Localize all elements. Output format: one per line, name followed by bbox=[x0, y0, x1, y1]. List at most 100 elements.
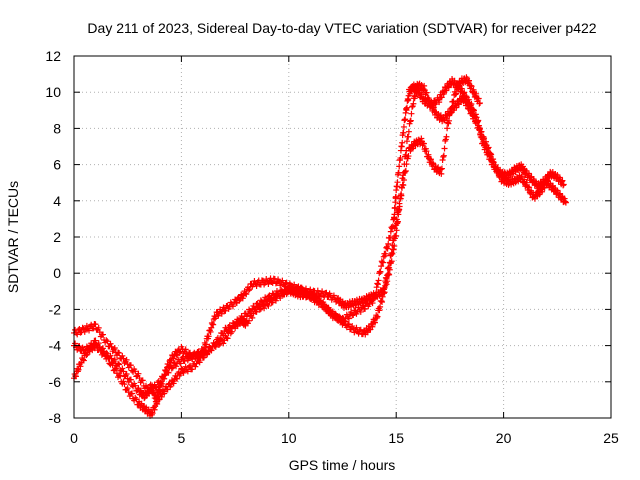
data-point bbox=[210, 321, 217, 328]
data-point bbox=[165, 369, 172, 376]
data-point bbox=[560, 182, 567, 189]
data-point bbox=[224, 328, 231, 335]
data-point bbox=[378, 297, 385, 304]
y-tick-label: 8 bbox=[53, 120, 61, 136]
data-point bbox=[329, 308, 336, 315]
data-point bbox=[127, 362, 134, 369]
data-point bbox=[200, 354, 207, 361]
data-point bbox=[407, 118, 414, 125]
y-tick-label: -2 bbox=[49, 301, 62, 317]
data-point bbox=[96, 344, 103, 351]
data-point bbox=[447, 109, 454, 116]
data-point bbox=[177, 360, 184, 367]
data-point bbox=[420, 140, 427, 147]
data-point bbox=[384, 265, 391, 272]
data-point bbox=[101, 348, 108, 355]
data-point bbox=[173, 363, 180, 370]
data-point bbox=[479, 136, 486, 143]
data-point bbox=[116, 372, 123, 379]
x-tick-label: 0 bbox=[70, 430, 78, 446]
data-point bbox=[112, 365, 119, 372]
data-point bbox=[400, 129, 407, 136]
data-point bbox=[220, 304, 227, 311]
data-point bbox=[128, 390, 135, 397]
data-point bbox=[149, 410, 156, 417]
data-point bbox=[391, 233, 398, 240]
data-point bbox=[425, 151, 432, 158]
data-point bbox=[396, 200, 403, 207]
x-tick-label: 20 bbox=[496, 430, 512, 446]
data-point bbox=[149, 389, 156, 396]
data-point bbox=[473, 90, 480, 97]
data-point bbox=[423, 148, 430, 155]
data-point bbox=[111, 366, 118, 373]
data-point bbox=[227, 325, 234, 332]
series-track-c bbox=[71, 74, 483, 397]
data-point bbox=[105, 354, 112, 361]
data-point bbox=[327, 311, 334, 318]
data-point bbox=[484, 145, 491, 152]
x-tick-label: 10 bbox=[281, 430, 297, 446]
data-point bbox=[526, 184, 533, 191]
data-point bbox=[144, 384, 151, 391]
data-point bbox=[157, 378, 164, 385]
data-point bbox=[239, 295, 246, 302]
data-point bbox=[177, 370, 184, 377]
data-point bbox=[132, 368, 139, 375]
data-point bbox=[271, 294, 278, 301]
data-point bbox=[107, 340, 114, 347]
data-point bbox=[475, 122, 482, 129]
data-point bbox=[562, 198, 569, 205]
data-point bbox=[169, 364, 176, 371]
data-point bbox=[418, 135, 425, 142]
data-point bbox=[441, 145, 448, 152]
data-point bbox=[222, 324, 229, 331]
data-point bbox=[123, 356, 130, 363]
data-point bbox=[249, 314, 256, 321]
data-point bbox=[482, 138, 489, 145]
data-point bbox=[562, 199, 569, 206]
data-point bbox=[485, 144, 492, 151]
data-point bbox=[120, 355, 127, 362]
data-point bbox=[393, 216, 400, 223]
data-point bbox=[349, 323, 356, 330]
data-point bbox=[272, 280, 279, 287]
data-point bbox=[397, 195, 404, 202]
data-point bbox=[405, 128, 412, 135]
data-point bbox=[312, 292, 319, 299]
data-point bbox=[405, 153, 412, 160]
axis-ticks: 0 5 10 15 20 25 -8 -6 -4 -2 0 2 4 6 8 10 12 bbox=[45, 48, 619, 446]
data-point bbox=[153, 400, 160, 407]
data-point bbox=[77, 363, 84, 370]
data-point bbox=[307, 286, 314, 293]
data-point bbox=[139, 377, 146, 384]
data-point bbox=[119, 365, 126, 372]
y-tick-label: 12 bbox=[45, 48, 61, 64]
data-point bbox=[345, 321, 352, 328]
data-point bbox=[362, 305, 369, 312]
data-point bbox=[330, 292, 337, 299]
data-point bbox=[461, 89, 468, 96]
y-tick-label: -6 bbox=[49, 374, 62, 390]
data-point bbox=[148, 409, 155, 416]
data-point bbox=[189, 356, 196, 363]
data-point bbox=[385, 264, 392, 271]
data-point bbox=[373, 284, 380, 291]
data-point bbox=[340, 319, 347, 326]
y-tick-label: 0 bbox=[53, 265, 61, 281]
data-point bbox=[492, 161, 499, 168]
data-point bbox=[74, 365, 81, 372]
data-point bbox=[83, 322, 90, 329]
data-point bbox=[291, 281, 298, 288]
data-point bbox=[253, 282, 260, 289]
data-point bbox=[116, 349, 123, 356]
data-point bbox=[345, 315, 352, 322]
data-point bbox=[402, 116, 409, 123]
y-tick-label: -4 bbox=[49, 338, 62, 354]
data-point bbox=[421, 82, 428, 89]
data-point bbox=[86, 327, 93, 334]
data-point bbox=[410, 100, 417, 107]
data-point bbox=[488, 151, 495, 158]
data-point bbox=[450, 98, 457, 105]
data-point bbox=[193, 353, 200, 360]
